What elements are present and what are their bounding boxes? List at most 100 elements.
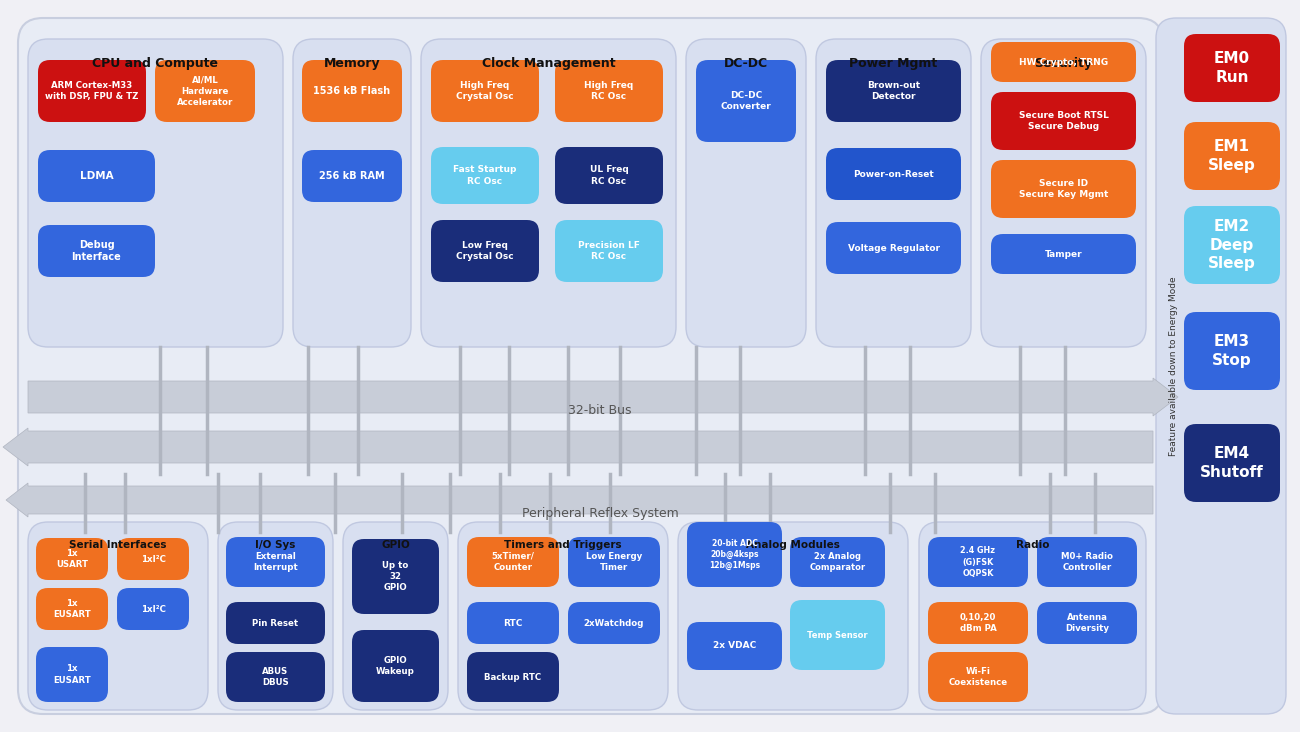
FancyBboxPatch shape	[226, 602, 325, 644]
FancyBboxPatch shape	[686, 39, 806, 347]
FancyBboxPatch shape	[555, 147, 663, 204]
FancyBboxPatch shape	[18, 18, 1164, 714]
FancyBboxPatch shape	[29, 39, 283, 347]
Text: Radio: Radio	[1015, 540, 1049, 550]
Text: EM1
Sleep: EM1 Sleep	[1208, 139, 1256, 173]
Text: 0,10,20
dBm PA: 0,10,20 dBm PA	[959, 613, 996, 633]
Text: 1xI²C: 1xI²C	[140, 555, 165, 564]
FancyBboxPatch shape	[352, 630, 439, 702]
Text: High Freq
RC Osc: High Freq RC Osc	[585, 81, 633, 101]
Text: Precision LF
RC Osc: Precision LF RC Osc	[578, 241, 640, 261]
Text: EM4
Shutoff: EM4 Shutoff	[1200, 447, 1264, 479]
FancyBboxPatch shape	[686, 622, 783, 670]
Text: HW Crypto, TRNG: HW Crypto, TRNG	[1019, 58, 1108, 67]
Text: Clock Management: Clock Management	[482, 57, 615, 70]
Text: Fast Startup
RC Osc: Fast Startup RC Osc	[454, 165, 516, 185]
Text: EM3
Stop: EM3 Stop	[1212, 335, 1252, 367]
FancyBboxPatch shape	[1184, 206, 1280, 284]
Text: 5xTimer/
Counter: 5xTimer/ Counter	[491, 552, 534, 572]
Text: Secure Boot RTSL
Secure Debug: Secure Boot RTSL Secure Debug	[1019, 111, 1109, 131]
Text: 1x
EUSART: 1x EUSART	[53, 665, 91, 684]
Text: Debug
Interface: Debug Interface	[72, 240, 121, 262]
FancyBboxPatch shape	[816, 39, 971, 347]
FancyBboxPatch shape	[226, 537, 325, 587]
Text: Power-on-Reset: Power-on-Reset	[853, 170, 933, 179]
FancyArrow shape	[6, 483, 1153, 517]
FancyBboxPatch shape	[421, 39, 676, 347]
Text: Low Freq
Crystal Osc: Low Freq Crystal Osc	[456, 241, 514, 261]
FancyBboxPatch shape	[352, 539, 439, 614]
FancyBboxPatch shape	[790, 537, 885, 587]
FancyBboxPatch shape	[38, 225, 155, 277]
FancyBboxPatch shape	[38, 150, 155, 202]
FancyBboxPatch shape	[991, 234, 1136, 274]
FancyBboxPatch shape	[467, 652, 559, 702]
Text: GPIO
Wakeup: GPIO Wakeup	[376, 656, 415, 676]
FancyBboxPatch shape	[1184, 34, 1280, 102]
FancyBboxPatch shape	[302, 150, 402, 202]
FancyBboxPatch shape	[826, 222, 961, 274]
FancyBboxPatch shape	[555, 220, 663, 282]
FancyBboxPatch shape	[928, 652, 1028, 702]
Text: 256 kB RAM: 256 kB RAM	[320, 171, 385, 181]
FancyBboxPatch shape	[991, 92, 1136, 150]
FancyBboxPatch shape	[1184, 424, 1280, 502]
Text: DC-DC
Converter: DC-DC Converter	[720, 91, 771, 111]
Text: Power Mgmt: Power Mgmt	[849, 57, 937, 70]
FancyBboxPatch shape	[117, 538, 188, 580]
Text: I/O Sys: I/O Sys	[255, 540, 295, 550]
Text: 32-bit Bus: 32-bit Bus	[568, 403, 632, 417]
Text: CPU and Compute: CPU and Compute	[92, 57, 218, 70]
Text: 1xI²C: 1xI²C	[140, 605, 165, 613]
FancyBboxPatch shape	[790, 600, 885, 670]
FancyBboxPatch shape	[432, 147, 540, 204]
FancyBboxPatch shape	[826, 148, 961, 200]
FancyBboxPatch shape	[432, 60, 540, 122]
FancyBboxPatch shape	[432, 220, 540, 282]
Text: DC-DC: DC-DC	[724, 57, 768, 70]
Text: 2x Analog
Comparator: 2x Analog Comparator	[810, 552, 866, 572]
Text: 1x
USART: 1x USART	[56, 549, 88, 569]
FancyBboxPatch shape	[467, 537, 559, 587]
FancyBboxPatch shape	[982, 39, 1147, 347]
Text: Feature available down to Energy Mode: Feature available down to Energy Mode	[1169, 276, 1178, 456]
Text: Tamper: Tamper	[1045, 250, 1083, 258]
Text: AI/ML
Hardware
Accelerator: AI/ML Hardware Accelerator	[177, 75, 233, 107]
Text: External
Interrupt: External Interrupt	[254, 552, 298, 572]
Text: GPIO: GPIO	[381, 540, 410, 550]
FancyBboxPatch shape	[29, 522, 208, 710]
Text: Pin Reset: Pin Reset	[252, 619, 299, 627]
FancyBboxPatch shape	[1156, 18, 1286, 714]
FancyBboxPatch shape	[928, 537, 1028, 587]
FancyBboxPatch shape	[155, 60, 255, 122]
Text: 1536 kB Flash: 1536 kB Flash	[313, 86, 390, 96]
FancyBboxPatch shape	[555, 60, 663, 122]
FancyBboxPatch shape	[991, 160, 1136, 218]
FancyBboxPatch shape	[1184, 122, 1280, 190]
Text: Brown-out
Detector: Brown-out Detector	[867, 81, 920, 101]
FancyBboxPatch shape	[1184, 312, 1280, 390]
FancyBboxPatch shape	[679, 522, 907, 710]
Text: Voltage Regulator: Voltage Regulator	[848, 244, 940, 253]
Text: ABUS
DBUS: ABUS DBUS	[263, 667, 289, 687]
FancyBboxPatch shape	[919, 522, 1147, 710]
FancyBboxPatch shape	[467, 602, 559, 644]
FancyBboxPatch shape	[226, 652, 325, 702]
FancyBboxPatch shape	[458, 522, 668, 710]
FancyBboxPatch shape	[1037, 602, 1138, 644]
Text: Analog Modules: Analog Modules	[746, 540, 840, 550]
FancyBboxPatch shape	[991, 42, 1136, 82]
Text: 1x
EUSART: 1x EUSART	[53, 599, 91, 619]
FancyBboxPatch shape	[343, 522, 448, 710]
FancyBboxPatch shape	[1037, 537, 1138, 587]
FancyBboxPatch shape	[38, 60, 146, 122]
Text: EM2
Deep
Sleep: EM2 Deep Sleep	[1208, 219, 1256, 271]
FancyBboxPatch shape	[292, 39, 411, 347]
Text: 2x VDAC: 2x VDAC	[712, 641, 757, 651]
Text: Backup RTC: Backup RTC	[485, 673, 542, 681]
Text: 20-bit ADC
20b@4ksps
12b@1Msps: 20-bit ADC 20b@4ksps 12b@1Msps	[708, 539, 760, 570]
FancyBboxPatch shape	[302, 60, 402, 122]
Text: Antenna
Diversity: Antenna Diversity	[1065, 613, 1109, 633]
Text: Temp Sensor: Temp Sensor	[807, 630, 868, 640]
FancyBboxPatch shape	[36, 647, 108, 702]
